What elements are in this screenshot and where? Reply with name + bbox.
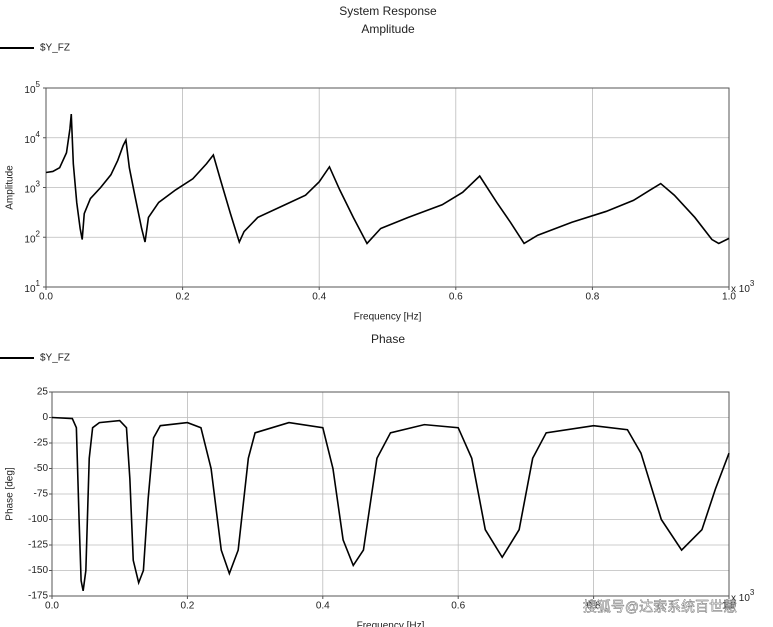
y-tick-base: 10	[24, 284, 36, 295]
y-tick-exponent: 1	[36, 279, 41, 288]
x-scale-label: x 103	[731, 588, 755, 604]
y-tick-label: -25	[34, 438, 49, 449]
plot-frame	[45, 87, 730, 288]
y-tick-label: 103	[24, 180, 40, 196]
x-scale-label: x 103	[731, 279, 755, 295]
chart-subtitle: Phase	[371, 332, 405, 346]
y-tick-label: -150	[28, 565, 48, 576]
y-tick-label: -50	[34, 463, 49, 474]
x-axis-label: Frequency [Hz]	[354, 312, 422, 323]
x-tick-label: 0.6	[449, 292, 463, 303]
data-line	[45, 113, 730, 245]
y-tick-label: 102	[24, 229, 40, 245]
x-tick-label: 0.4	[312, 292, 326, 303]
x-tick-label: 0.6	[451, 601, 465, 612]
x-tick-label: 0.8	[587, 601, 601, 612]
y-tick-base: 10	[24, 184, 36, 195]
y-axis-label: Phase [deg]	[5, 467, 16, 521]
y-tick-label: 104	[24, 130, 40, 146]
y-tick-exponent: 4	[36, 130, 41, 139]
y-tick-exponent: 2	[36, 229, 41, 238]
y-tick-label: -100	[28, 514, 48, 525]
y-axis-label: Amplitude	[5, 165, 16, 210]
watermark: 搜狐号@达索系统百世慧	[583, 599, 737, 615]
y-tick-label: 105	[24, 80, 40, 96]
x-scale-base: x 10	[731, 593, 750, 604]
x-tick-label: 0.0	[39, 292, 53, 303]
y-tick-base: 10	[24, 134, 36, 145]
chart-subtitle: Amplitude	[361, 22, 415, 36]
x-tick-label: 0.0	[45, 601, 59, 612]
y-tick-exponent: 3	[36, 180, 41, 189]
x-scale-exponent: 3	[750, 588, 755, 597]
x-tick-label: 1.0	[722, 292, 736, 303]
legend-label: $Y_FZ	[40, 43, 70, 54]
x-tick-label: 0.2	[180, 601, 194, 612]
plot-frame	[51, 391, 730, 597]
x-axis-label: Frequency [Hz]	[357, 621, 425, 627]
x-scale-base: x 10	[731, 284, 750, 295]
x-tick-label: 0.8	[585, 292, 599, 303]
y-tick-label: -175	[28, 591, 48, 602]
data-line	[51, 416, 730, 592]
x-scale-exponent: 3	[750, 279, 755, 288]
y-tick-label: -75	[34, 489, 49, 500]
y-tick-label: 101	[24, 279, 40, 295]
x-tick-label: 0.4	[316, 601, 330, 612]
x-tick-label: 0.2	[176, 292, 190, 303]
y-tick-base: 10	[24, 85, 36, 96]
y-tick-label: -125	[28, 540, 48, 551]
x-tick-label: 1.0	[722, 601, 736, 612]
y-tick-label: 25	[37, 387, 49, 398]
y-tick-exponent: 5	[36, 80, 41, 89]
chart-title: System Response	[339, 4, 437, 18]
legend-label: $Y_FZ	[40, 353, 70, 364]
y-tick-label: 0	[42, 412, 48, 423]
y-tick-base: 10	[24, 234, 36, 245]
